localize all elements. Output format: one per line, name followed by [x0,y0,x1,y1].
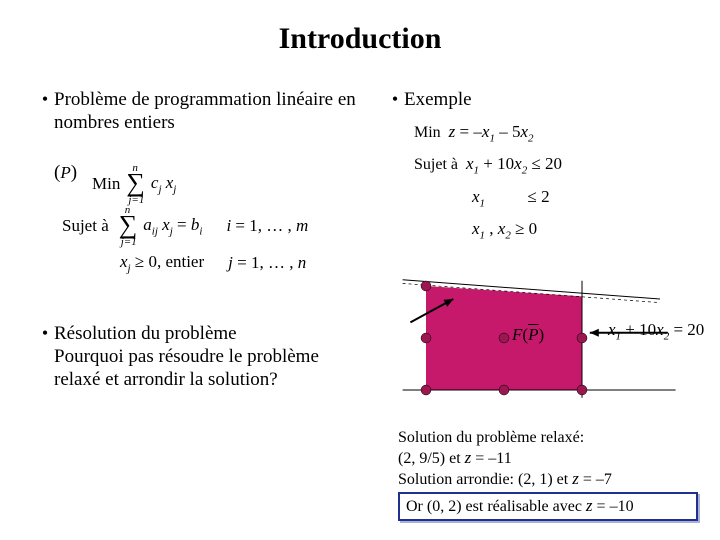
sujet-label: Sujet à [62,216,109,236]
fp-label: F(P) [512,325,544,345]
resolution-text: Résolution du problème Pourquoi pas réso… [54,322,366,391]
sigma2-icon: n ∑ j=1 [119,214,138,238]
sol-line3: Solution arrondie: (2, 1) et z = –7 [398,469,706,490]
sol-line2: (2, 9/5) et z = –11 [398,448,706,469]
bullet-dot-icon: • [36,88,54,110]
constraint-eq-label: x1 + 10x2 = 20 [608,320,704,342]
min-label: Min [92,174,120,194]
formula-block: Min n ∑ j=1 cj xj Sujet à n ∑ j=1 aij xj… [118,172,366,274]
sigma-icon: n ∑ j=1 [126,172,145,196]
bullet-resolution: • Résolution du problème Pourquoi pas ré… [36,322,366,391]
sigma-bot: j=1 [128,194,144,206]
resolution-line1: Résolution du problème [54,323,237,344]
solution-block: Solution du problème relaxé: (2, 9/5) et… [398,428,706,521]
constraint-expr: aij xj = bi [143,215,202,237]
bullet-problem: • Problème de programmation linéaire en … [36,88,366,134]
right-column: • Exemple Min z = –x1 – 5x2 Sujet à x1 +… [386,88,704,249]
resolution-line2: Pourquoi pas résoudre le problème relaxé… [54,346,319,390]
objective-line: Min n ∑ j=1 cj xj [92,172,366,196]
ex-min: Min z = –x1 – 5x2 [414,119,704,151]
sol-line1: Solution du problème relaxé: [398,428,706,448]
objective-expr: cj xj [151,173,176,195]
left-column: • Problème de programmation linéaire en … [36,88,366,397]
bullet-example: • Exemple [386,88,704,111]
p-letter: P [60,163,70,182]
sigma-top: n [132,162,138,174]
ex-sujet: Sujet à x1 + 10x2 ≤ 20 [414,151,704,183]
bullet-dot3-icon: • [386,88,404,110]
bullet-dot2-icon: • [36,322,54,344]
sigma2-bot: j=1 [121,236,137,248]
bullet-problem-text: Problème de programmation linéaire en no… [54,88,366,134]
page-title: Introduction [0,22,720,56]
ex-c2: x1 ≤ 2 [472,184,704,216]
boxed-result: Or (0, 2) est réalisable avec z = –10 [398,492,698,521]
p-close: ) [71,162,77,183]
nonneg-expr: xj ≥ 0, entier [120,252,204,274]
sigma2-top: n [125,204,131,216]
example-label: Exemple [404,88,472,111]
constraint-line: Sujet à n ∑ j=1 aij xj = bi i = 1, … , m [62,214,366,238]
nonneg-range: j = 1, … , n [228,253,306,273]
constraint-range: i = 1, … , m [226,216,308,236]
nonneg-line: xj ≥ 0, entier j = 1, … , n [120,252,366,274]
